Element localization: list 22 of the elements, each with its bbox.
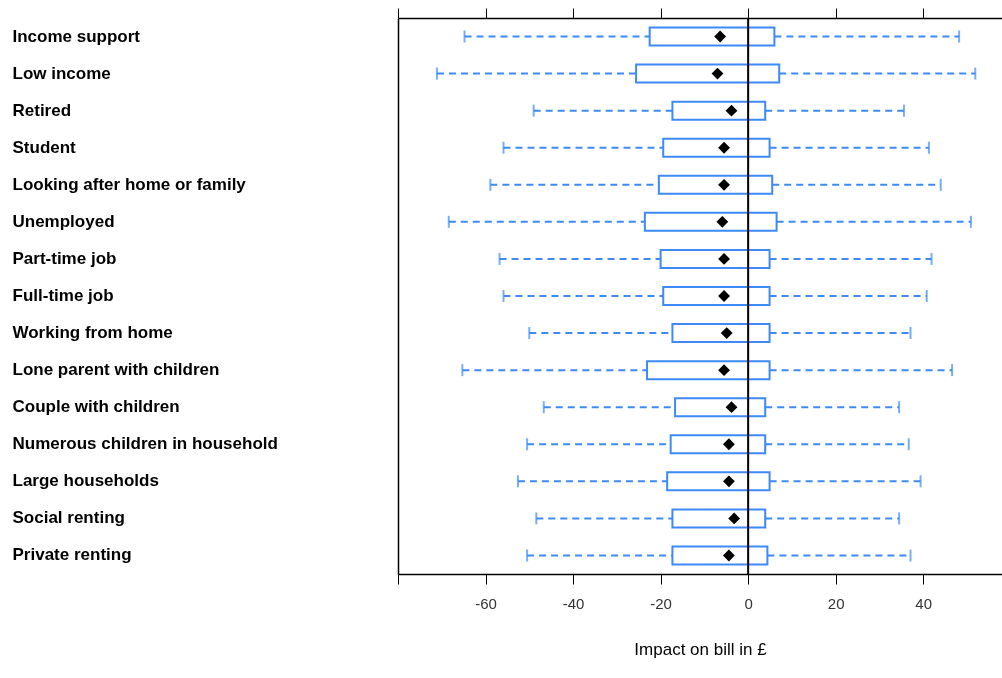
x-tick-label: 0 bbox=[744, 594, 753, 612]
y-tick-label: Income support bbox=[12, 26, 141, 46]
x-tick-label: -60 bbox=[475, 594, 497, 612]
x-tick-label: 40 bbox=[915, 594, 933, 612]
y-tick-label: Looking after home or family bbox=[12, 174, 247, 194]
y-tick-label: Student bbox=[12, 137, 77, 157]
y-tick-label: Unemployed bbox=[12, 211, 115, 231]
x-axis-title: Impact on bill in £ bbox=[634, 639, 768, 659]
x-tick-label: -40 bbox=[562, 594, 585, 612]
y-tick-label: Large households bbox=[12, 471, 159, 491]
y-tick-label: Couple with children bbox=[12, 397, 180, 417]
x-tick-label: -20 bbox=[650, 594, 672, 612]
y-tick-label: Working from home bbox=[12, 323, 173, 343]
y-tick-label: Social renting bbox=[12, 508, 125, 528]
y-tick-label: Retired bbox=[12, 100, 72, 120]
y-tick-label: Lone parent with children bbox=[12, 360, 220, 380]
y-tick-label: Numerous children in household bbox=[12, 434, 278, 454]
y-tick-label: Part-time job bbox=[12, 248, 117, 268]
y-tick-label: Full-time job bbox=[12, 286, 114, 305]
x-tick-label: 20 bbox=[827, 594, 845, 612]
y-tick-label: Private renting bbox=[12, 545, 132, 565]
y-tick-label: Low income bbox=[12, 63, 111, 83]
